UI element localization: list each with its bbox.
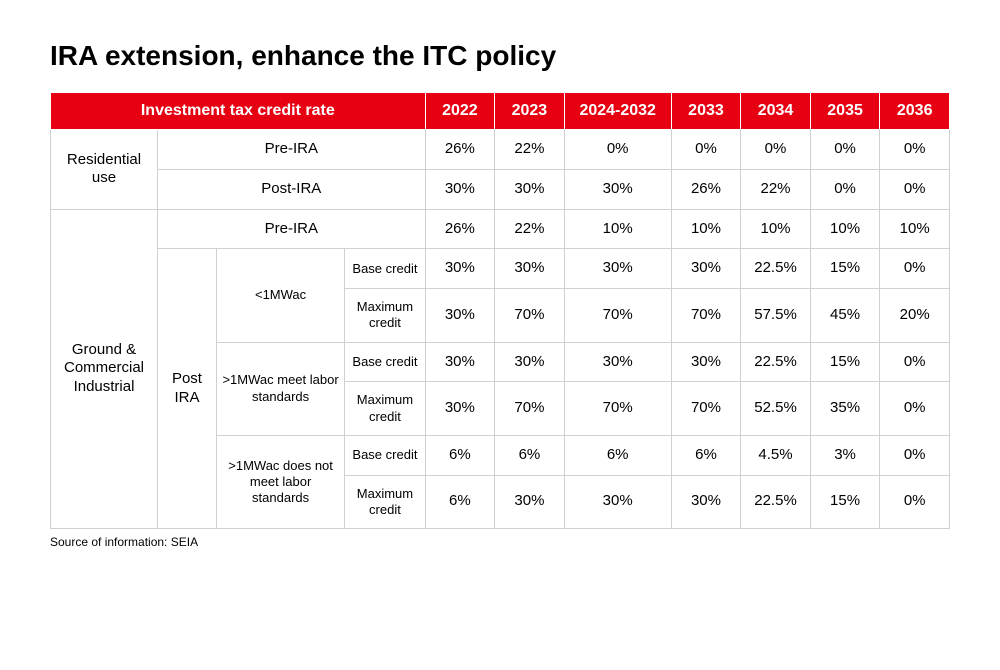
page-title: IRA extension, enhance the ITC policy bbox=[50, 40, 950, 72]
cell: 10% bbox=[810, 209, 880, 249]
credit-type-max: Maximum credit bbox=[345, 475, 425, 529]
header-rate-label: Investment tax credit rate bbox=[51, 93, 426, 130]
cell: 70% bbox=[564, 289, 671, 343]
cell: 0% bbox=[564, 130, 671, 170]
cell: 0% bbox=[880, 435, 950, 475]
header-year-2034: 2034 bbox=[741, 93, 811, 130]
cell: 0% bbox=[880, 382, 950, 436]
cell: 22% bbox=[741, 169, 811, 209]
source-label: Source of information: SEIA bbox=[50, 535, 950, 549]
cell: 6% bbox=[564, 435, 671, 475]
cell: 35% bbox=[810, 382, 880, 436]
cell: 15% bbox=[810, 342, 880, 382]
credit-type-max: Maximum credit bbox=[345, 382, 425, 436]
cell: 30% bbox=[564, 475, 671, 529]
condition-lt1mw: <1MWac bbox=[216, 249, 344, 342]
cell: 30% bbox=[495, 475, 565, 529]
cell: 30% bbox=[671, 475, 741, 529]
cell: 0% bbox=[880, 475, 950, 529]
cell: 0% bbox=[671, 130, 741, 170]
cell: 22% bbox=[495, 130, 565, 170]
cell: 26% bbox=[425, 209, 495, 249]
cell: 0% bbox=[880, 249, 950, 289]
cell: 45% bbox=[810, 289, 880, 343]
cell: 22% bbox=[495, 209, 565, 249]
category-residential: Residential use bbox=[51, 130, 158, 210]
cell: 30% bbox=[425, 289, 495, 343]
era-gci-pre: Pre-IRA bbox=[158, 209, 426, 249]
cell: 30% bbox=[671, 249, 741, 289]
cell: 30% bbox=[564, 249, 671, 289]
era-residential-pre: Pre-IRA bbox=[158, 130, 426, 170]
cell: 22.5% bbox=[741, 342, 811, 382]
cell: 26% bbox=[671, 169, 741, 209]
cell: 30% bbox=[564, 342, 671, 382]
cell: 30% bbox=[425, 342, 495, 382]
cell: 6% bbox=[425, 475, 495, 529]
cell: 0% bbox=[880, 130, 950, 170]
cell: 30% bbox=[425, 249, 495, 289]
header-year-2022: 2022 bbox=[425, 93, 495, 130]
header-year-2035: 2035 bbox=[810, 93, 880, 130]
page: IRA extension, enhance the ITC policy In… bbox=[0, 0, 1000, 569]
cell: 6% bbox=[495, 435, 565, 475]
header-year-2033: 2033 bbox=[671, 93, 741, 130]
credit-type-base: Base credit bbox=[345, 435, 425, 475]
row-lt1mw-base: Post IRA <1MWac Base credit 30% 30% 30% … bbox=[51, 249, 950, 289]
cell: 30% bbox=[495, 342, 565, 382]
cell: 10% bbox=[741, 209, 811, 249]
cell: 0% bbox=[741, 130, 811, 170]
category-ground: Ground & Commercial Industrial bbox=[51, 209, 158, 529]
row-gci-pre: Ground & Commercial Industrial Pre-IRA 2… bbox=[51, 209, 950, 249]
header-year-2024-2032: 2024-2032 bbox=[564, 93, 671, 130]
itc-table: Investment tax credit rate 2022 2023 202… bbox=[50, 92, 950, 529]
cell: 10% bbox=[564, 209, 671, 249]
credit-type-base: Base credit bbox=[345, 249, 425, 289]
cell: 30% bbox=[425, 169, 495, 209]
header-year-2023: 2023 bbox=[495, 93, 565, 130]
era-gci-post: Post IRA bbox=[158, 249, 217, 529]
cell: 30% bbox=[495, 169, 565, 209]
cell: 22.5% bbox=[741, 475, 811, 529]
cell: 0% bbox=[880, 342, 950, 382]
cell: 57.5% bbox=[741, 289, 811, 343]
condition-gt1mw-nolabor: >1MWac does not meet labor standards bbox=[216, 435, 344, 528]
cell: 70% bbox=[671, 382, 741, 436]
cell: 4.5% bbox=[741, 435, 811, 475]
condition-gt1mw-labor: >1MWac meet labor standards bbox=[216, 342, 344, 435]
cell: 10% bbox=[880, 209, 950, 249]
row-residential-post: Post-IRA 30% 30% 30% 26% 22% 0% 0% bbox=[51, 169, 950, 209]
cell: 30% bbox=[425, 382, 495, 436]
cell: 15% bbox=[810, 249, 880, 289]
cell: 0% bbox=[810, 169, 880, 209]
cell: 0% bbox=[880, 169, 950, 209]
cell: 10% bbox=[671, 209, 741, 249]
cell: 20% bbox=[880, 289, 950, 343]
cell: 3% bbox=[810, 435, 880, 475]
credit-type-max: Maximum credit bbox=[345, 289, 425, 343]
cell: 30% bbox=[495, 249, 565, 289]
cell: 15% bbox=[810, 475, 880, 529]
cell: 30% bbox=[564, 169, 671, 209]
credit-type-base: Base credit bbox=[345, 342, 425, 382]
cell: 52.5% bbox=[741, 382, 811, 436]
cell: 30% bbox=[671, 342, 741, 382]
era-residential-post: Post-IRA bbox=[158, 169, 426, 209]
row-residential-pre: Residential use Pre-IRA 26% 22% 0% 0% 0%… bbox=[51, 130, 950, 170]
cell: 22.5% bbox=[741, 249, 811, 289]
cell: 70% bbox=[564, 382, 671, 436]
cell: 70% bbox=[671, 289, 741, 343]
cell: 6% bbox=[671, 435, 741, 475]
cell: 70% bbox=[495, 382, 565, 436]
header-year-2036: 2036 bbox=[880, 93, 950, 130]
cell: 0% bbox=[810, 130, 880, 170]
table-header: Investment tax credit rate 2022 2023 202… bbox=[51, 93, 950, 130]
cell: 26% bbox=[425, 130, 495, 170]
cell: 70% bbox=[495, 289, 565, 343]
cell: 6% bbox=[425, 435, 495, 475]
